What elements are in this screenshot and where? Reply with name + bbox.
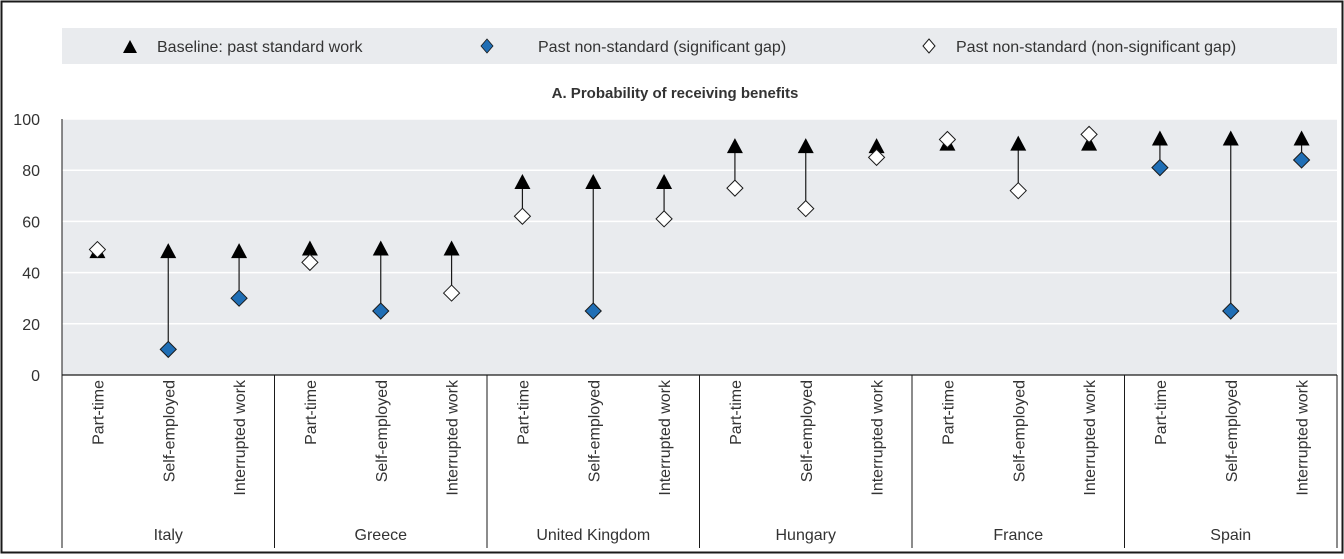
baseline-marker [1081,135,1098,151]
x-group-label: Spain [1210,527,1251,544]
x-category-label: Self-employed [1224,380,1241,482]
legend-significant-label: Past non-standard (significant gap) [538,39,786,56]
y-tick-label: 80 [22,163,40,180]
x-group-label: United Kingdom [536,527,650,544]
x-axis: Italy Greece United Kingdom Hungary France Sp… [61,374,1338,548]
legend-nonsignificant-marker [922,38,936,54]
nonsignificant-marker [1080,125,1098,144]
y-axis: 0 20 40 60 80 100 [13,112,63,385]
plot-area [62,119,1337,375]
nonsignificant-marker [797,199,815,218]
baseline-marker [585,174,602,189]
baseline-marker [797,138,814,154]
baseline-marker [656,174,673,189]
nonsignificant-marker [938,130,957,149]
x-category-label: Self-employed [161,380,178,482]
baseline-marker [1222,130,1239,146]
x-category-label: Self-employed [586,380,603,482]
nonsignificant-marker [513,207,532,225]
baseline-marker [1293,130,1310,146]
y-tick-label: 0 [31,368,40,385]
baseline-marker [160,243,177,259]
baseline-marker [1151,130,1168,146]
legend: Baseline: past standard work Past non-st… [123,38,1236,56]
x-category-label: Part-time [1153,380,1170,445]
legend-nonsignificant-label: Past non-standard (non-significant gap) [956,39,1236,56]
x-category-label: Part-time [728,380,745,445]
nonsignificant-marker [867,148,886,167]
baseline-marker [301,240,318,256]
baseline-marker [231,243,248,259]
baseline-marker [443,240,460,256]
baseline-marker [514,174,531,189]
x-category-label: Part-time [303,380,320,445]
x-category-label: Interrupted work [1082,379,1099,496]
x-category-label: Interrupted work [657,379,674,496]
y-tick-label: 100 [13,112,40,129]
nonsignificant-marker [655,210,673,228]
series-layer [88,125,1311,359]
x-category-label: Self-employed [374,380,391,482]
x-category-label: Part-time [515,380,532,445]
x-category-label: Part-time [90,380,107,445]
significant-marker [1151,158,1169,177]
x-group-label: Greece [355,527,408,544]
legend-baseline-marker [123,40,137,53]
significant-marker [584,302,602,320]
significant-marker [1292,151,1311,169]
nonsignificant-marker [301,253,319,272]
chart-title: A. Probability of receiving benefits [552,85,799,102]
y-tick-label: 40 [22,266,40,283]
nonsignificant-marker [442,284,461,302]
baseline-marker [1010,135,1027,151]
x-category-label: Interrupted work [445,379,462,496]
x-group-label: Italy [154,527,183,544]
nonsignificant-marker [88,240,107,259]
x-category-label: Part-time [940,380,957,445]
baseline-marker [868,138,885,154]
x-group-label: Hungary [776,527,836,544]
baseline-marker [372,240,389,256]
x-category-label: Self-employed [799,380,816,482]
significant-marker [159,340,177,359]
y-tick-label: 20 [22,317,40,334]
nonsignificant-marker [1009,181,1027,200]
significant-marker [230,289,248,307]
y-tick-label: 60 [22,214,40,231]
x-category-label: Interrupted work [1295,379,1312,496]
baseline-marker [726,138,743,154]
significant-marker [372,302,390,320]
x-group-label: France [993,527,1043,544]
nonsignificant-marker [726,179,744,197]
x-category-label: Interrupted work [232,379,249,496]
legend-baseline-label: Baseline: past standard work [157,39,363,56]
legend-significant-marker [480,38,494,54]
gridlines [62,118,1337,325]
legend-band [62,28,1337,64]
significant-marker [1222,302,1240,320]
x-category-label: Self-employed [1011,380,1028,482]
x-category-label: Interrupted work [870,379,887,496]
